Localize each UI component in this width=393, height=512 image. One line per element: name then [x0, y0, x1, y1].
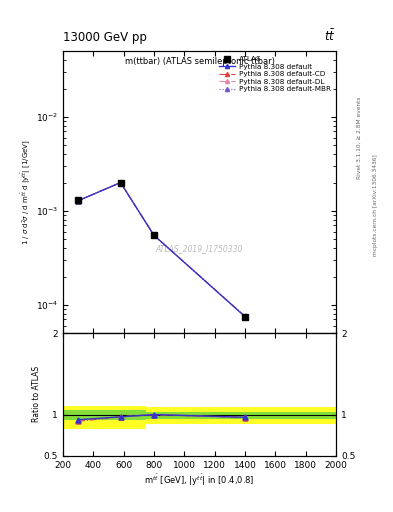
Line: Pythia 8.308 default-CD: Pythia 8.308 default-CD	[75, 180, 248, 319]
Pythia 8.308 default-MBR	[118, 180, 123, 186]
ATLAS	[152, 232, 156, 238]
Pythia 8.308 default	[76, 198, 81, 204]
Pythia 8.308 default-DL	[118, 180, 123, 186]
Legend: ATLAS, Pythia 8.308 default, Pythia 8.308 default-CD, Pythia 8.308 default-DL, P: ATLAS, Pythia 8.308 default, Pythia 8.30…	[218, 55, 332, 94]
Pythia 8.308 default	[242, 313, 247, 319]
Y-axis label: 1 / $\sigma$ d$^{2}\!\sigma$ / d m$^{t\bar{t}}$ d |y$^{t\bar{t}}$| [1/GeV]: 1 / $\sigma$ d$^{2}\!\sigma$ / d m$^{t\b…	[20, 139, 34, 245]
Pythia 8.308 default-MBR	[152, 232, 156, 238]
Pythia 8.308 default-CD	[242, 313, 247, 319]
Line: Pythia 8.308 default-DL: Pythia 8.308 default-DL	[75, 180, 248, 319]
Pythia 8.308 default-DL	[152, 232, 156, 238]
Pythia 8.308 default	[152, 232, 156, 238]
ATLAS	[76, 197, 81, 203]
Text: mcplots.cern.ch [arXiv:1306.3436]: mcplots.cern.ch [arXiv:1306.3436]	[373, 154, 378, 255]
Y-axis label: Ratio to ATLAS: Ratio to ATLAS	[32, 366, 41, 422]
Line: ATLAS: ATLAS	[75, 179, 248, 319]
Line: Pythia 8.308 default-MBR: Pythia 8.308 default-MBR	[75, 180, 248, 319]
Pythia 8.308 default-CD	[118, 180, 123, 186]
X-axis label: m$^{t\bar{t}}$ [GeV], |y$^{t\bar{t}}$| in [0.4,0.8]: m$^{t\bar{t}}$ [GeV], |y$^{t\bar{t}}$| i…	[144, 472, 255, 488]
Text: 13000 GeV pp: 13000 GeV pp	[63, 31, 147, 44]
Text: ATLAS_2019_I1750330: ATLAS_2019_I1750330	[156, 244, 243, 253]
Pythia 8.308 default-DL	[242, 313, 247, 319]
Pythia 8.308 default-MBR	[242, 313, 247, 319]
ATLAS	[118, 180, 123, 186]
Line: Pythia 8.308 default: Pythia 8.308 default	[75, 180, 248, 319]
Text: $t\bar{t}$: $t\bar{t}$	[325, 28, 336, 44]
Pythia 8.308 default-CD	[152, 232, 156, 238]
Pythia 8.308 default-CD	[76, 198, 81, 204]
Pythia 8.308 default-DL	[76, 198, 81, 204]
Text: Rivet 3.1.10, ≥ 2.8M events: Rivet 3.1.10, ≥ 2.8M events	[357, 97, 362, 180]
ATLAS	[242, 313, 247, 319]
Pythia 8.308 default-MBR	[76, 198, 81, 204]
Text: m(ttbar) (ATLAS semileptonic ttbar): m(ttbar) (ATLAS semileptonic ttbar)	[125, 57, 274, 66]
Pythia 8.308 default	[118, 180, 123, 186]
